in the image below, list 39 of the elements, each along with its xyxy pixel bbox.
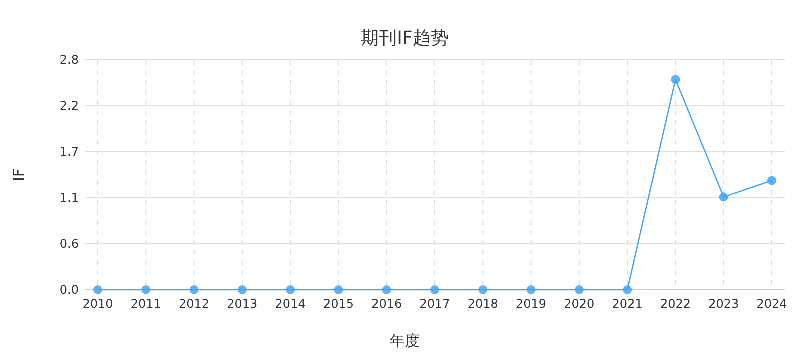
y-tick-label: 2.8 bbox=[60, 53, 79, 68]
x-tick-label: 2020 bbox=[564, 297, 595, 311]
chart-title: 期刊IF趋势 bbox=[361, 28, 449, 49]
x-tick-label: 2014 bbox=[275, 297, 306, 311]
point bbox=[286, 286, 296, 294]
x-tick-label: 2018 bbox=[468, 297, 498, 311]
y-tick-label: 1.7 bbox=[60, 145, 79, 160]
point bbox=[142, 286, 151, 294]
x-tick-label: 2019 bbox=[516, 297, 547, 311]
x-axis-title: 年度 bbox=[390, 332, 420, 350]
point bbox=[526, 286, 536, 294]
y-tick-label: 0.6 bbox=[60, 237, 79, 252]
point bbox=[768, 176, 776, 186]
x-tick-label: 2022 bbox=[660, 297, 691, 311]
x-tick-label: 2017 bbox=[420, 297, 450, 311]
point bbox=[478, 286, 488, 294]
point bbox=[190, 286, 199, 294]
x-tick-label: 2023 bbox=[708, 297, 740, 311]
x-tick-label: 2010 bbox=[82, 297, 114, 311]
point bbox=[94, 286, 102, 294]
x-tick-label: 2012 bbox=[179, 297, 210, 311]
y-axis-title: IF bbox=[10, 168, 28, 182]
x-tick-label: 2013 bbox=[227, 297, 258, 311]
point bbox=[238, 286, 247, 294]
y-tick-label: 1.1 bbox=[60, 191, 79, 206]
point bbox=[671, 75, 680, 84]
x-tick-label: 2016 bbox=[372, 297, 402, 311]
point bbox=[382, 286, 392, 294]
x-tick-label: 2024 bbox=[756, 297, 788, 311]
point bbox=[334, 286, 344, 294]
point bbox=[623, 286, 632, 294]
y-tick-label: 2.2 bbox=[60, 99, 79, 114]
x-tick-label: 2021 bbox=[612, 297, 643, 311]
point bbox=[719, 192, 728, 202]
point bbox=[574, 286, 584, 294]
x-tick-label: 2011 bbox=[130, 297, 162, 311]
y-tick-label: 0.0 bbox=[60, 283, 79, 298]
point bbox=[430, 286, 440, 294]
x-tick-label: 2015 bbox=[323, 297, 354, 311]
